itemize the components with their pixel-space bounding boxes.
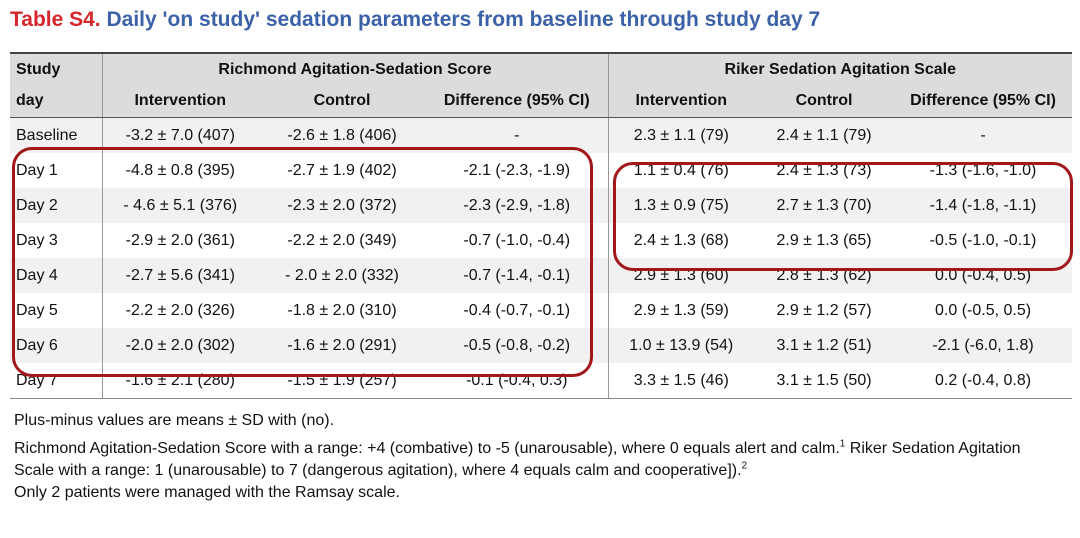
cell-rass-difference: -0.7 (-1.4, -0.1) — [426, 258, 609, 293]
cell-rass-control: -1.5 ± 1.9 (257) — [258, 363, 426, 399]
cell-rass-control: -2.6 ± 1.8 (406) — [258, 117, 426, 153]
col-header-rass-difference: Difference (95% CI) — [426, 85, 609, 118]
cell-rass-difference: -0.7 (-1.0, -0.4) — [426, 223, 609, 258]
table-row: Baseline -3.2 ± 7.0 (407) -2.6 ± 1.8 (406)… — [10, 117, 1073, 153]
cell-study-day: Day 4 — [10, 258, 102, 293]
table-body: Baseline -3.2 ± 7.0 (407) -2.6 ± 1.8 (406)… — [10, 117, 1073, 399]
cell-riker-intervention: 1.3 ± 0.9 (75) — [607, 188, 755, 223]
cell-riker-difference: -1.4 (-1.8, -1.1) — [894, 188, 1073, 223]
footnote-rass-range: Richmond Agitation-Sedation Score with a… — [14, 440, 840, 457]
cell-riker-difference: -1.3 (-1.6, -1.0) — [894, 153, 1073, 188]
cell-study-day: Day 6 — [10, 328, 102, 363]
cell-study-day: Day 3 — [10, 223, 102, 258]
table-footnotes: Plus-minus values are means ± SD with (n… — [14, 410, 1064, 510]
cell-riker-difference: 0.2 (-0.4, 0.8) — [894, 363, 1073, 399]
col-header-riker-intervention: Intervention — [607, 85, 755, 118]
table-row: Day 7 -1.6 ± 2.1 (280) -1.5 ± 1.9 (257) -0.… — [10, 363, 1073, 399]
cell-rass-difference: -0.1 (-0.4, 0.3) — [426, 363, 609, 399]
cell-riker-intervention: 1.1 ± 0.4 (76) — [607, 153, 755, 188]
cell-study-day: Baseline — [10, 117, 102, 153]
table-row: Day 1 -4.8 ± 0.8 (395) -2.7 ± 1.9 (402) -2.… — [10, 153, 1073, 188]
cell-rass-difference: -2.3 (-2.9, -1.8) — [426, 188, 609, 223]
group-header-riker: Riker Sedation Agitation Scale — [607, 52, 1073, 85]
cell-riker-intervention: 2.9 ± 1.3 (60) — [607, 258, 755, 293]
footnote-riker-range: Riker Sedation Agitation Scale with a ra… — [14, 440, 1021, 479]
footnote-ramsay: Only 2 patients were managed with the Ra… — [14, 484, 400, 501]
cell-riker-control: 2.4 ± 1.3 (73) — [754, 153, 895, 188]
cell-rass-intervention: - 4.6 ± 5.1 (376) — [101, 188, 258, 223]
column-header-row: day Intervention Control Difference (95%… — [10, 85, 1073, 118]
table-label: Table S4. — [10, 8, 101, 31]
cell-riker-difference: - — [894, 117, 1073, 153]
sedation-table: Study Richmond Agitation-Sedation Score … — [10, 52, 1073, 399]
cell-rass-control: -1.6 ± 2.0 (291) — [258, 328, 426, 363]
cell-rass-intervention: -3.2 ± 7.0 (407) — [101, 117, 258, 153]
cell-riker-control: 3.1 ± 1.2 (51) — [754, 328, 895, 363]
col-header-riker-difference: Difference (95% CI) — [894, 85, 1073, 118]
cell-study-day: Day 7 — [10, 363, 102, 399]
cell-rass-control: -1.8 ± 2.0 (310) — [258, 293, 426, 328]
cell-rass-control: -2.2 ± 2.0 (349) — [258, 223, 426, 258]
footnote-ref-2: 2 — [741, 460, 748, 472]
table-caption: Daily 'on study' sedation parameters fro… — [106, 8, 821, 31]
table-title: Table S4. Daily 'on study' sedation para… — [10, 8, 820, 32]
footnote-units: Plus-minus values are means ± SD with (n… — [14, 412, 335, 429]
stub-header-line2: day — [10, 85, 102, 118]
table-row: Day 5 -2.2 ± 2.0 (326) -1.8 ± 2.0 (310) -0.… — [10, 293, 1073, 328]
cell-study-day: Day 1 — [10, 153, 102, 188]
col-header-riker-control: Control — [754, 85, 895, 118]
cell-riker-control: 2.9 ± 1.3 (65) — [754, 223, 895, 258]
cell-riker-intervention: 2.9 ± 1.3 (59) — [607, 293, 755, 328]
cell-riker-difference: 0.0 (-0.5, 0.5) — [894, 293, 1073, 328]
cell-riker-difference: -0.5 (-1.0, -0.1) — [894, 223, 1073, 258]
cell-riker-control: 2.8 ± 1.3 (62) — [754, 258, 895, 293]
cell-riker-control: 2.9 ± 1.2 (57) — [754, 293, 895, 328]
cell-study-day: Day 2 — [10, 188, 102, 223]
table-row: Day 6 -2.0 ± 2.0 (302) -1.6 ± 2.0 (291) -0.… — [10, 328, 1073, 363]
cell-rass-difference: -0.4 (-0.7, -0.1) — [426, 293, 609, 328]
cell-riker-intervention: 1.0 ± 13.9 (54) — [607, 328, 755, 363]
cell-riker-difference: 0.0 (-0.4, 0.5) — [894, 258, 1073, 293]
cell-riker-difference: -2.1 (-6.0, 1.8) — [894, 328, 1073, 363]
table-row: Day 4 -2.7 ± 5.6 (341) - 2.0 ± 2.0 (332) -0… — [10, 258, 1073, 293]
table-container: Study Richmond Agitation-Sedation Score … — [10, 52, 1073, 399]
cell-riker-intervention: 3.3 ± 1.5 (46) — [607, 363, 755, 399]
col-header-rass-intervention: Intervention — [101, 85, 258, 118]
table-row: Day 2- 4.6 ± 5.1 (376) -2.3 ± 2.0 (372) -2… — [10, 188, 1073, 223]
group-header-row: Study Richmond Agitation-Sedation Score … — [10, 52, 1073, 85]
cell-riker-control: 2.4 ± 1.1 (79) — [754, 117, 895, 153]
cell-rass-difference: -2.1 (-2.3, -1.9) — [426, 153, 609, 188]
cell-rass-intervention: -2.0 ± 2.0 (302) — [101, 328, 258, 363]
col-header-rass-control: Control — [258, 85, 426, 118]
footnote-scales: Richmond Agitation-Sedation Score with a… — [14, 438, 1064, 504]
cell-rass-intervention: -2.2 ± 2.0 (326) — [101, 293, 258, 328]
cell-rass-intervention: -2.7 ± 5.6 (341) — [101, 258, 258, 293]
cell-riker-control: 3.1 ± 1.5 (50) — [754, 363, 895, 399]
cell-rass-control: -2.3 ± 2.0 (372) — [258, 188, 426, 223]
cell-riker-intervention: 2.4 ± 1.3 (68) — [607, 223, 755, 258]
cell-study-day: Day 5 — [10, 293, 102, 328]
table-row: Day 3 -2.9 ± 2.0 (361) -2.2 ± 2.0 (349) -0.… — [10, 223, 1073, 258]
footnote-ref-1: 1 — [839, 438, 846, 450]
cell-rass-intervention: -2.9 ± 2.0 (361) — [101, 223, 258, 258]
group-header-rass: Richmond Agitation-Sedation Score — [101, 52, 609, 85]
cell-rass-intervention: -1.6 ± 2.1 (280) — [101, 363, 258, 399]
cell-rass-control: - 2.0 ± 2.0 (332) — [258, 258, 426, 293]
cell-rass-control: -2.7 ± 1.9 (402) — [258, 153, 426, 188]
cell-rass-difference: -0.5 (-0.8, -0.2) — [426, 328, 609, 363]
cell-rass-intervention: -4.8 ± 0.8 (395) — [101, 153, 258, 188]
stub-header-line1: Study — [10, 52, 102, 85]
cell-riker-intervention: 2.3 ± 1.1 (79) — [607, 117, 755, 153]
cell-riker-control: 2.7 ± 1.3 (70) — [754, 188, 895, 223]
cell-rass-difference: - — [426, 117, 609, 153]
